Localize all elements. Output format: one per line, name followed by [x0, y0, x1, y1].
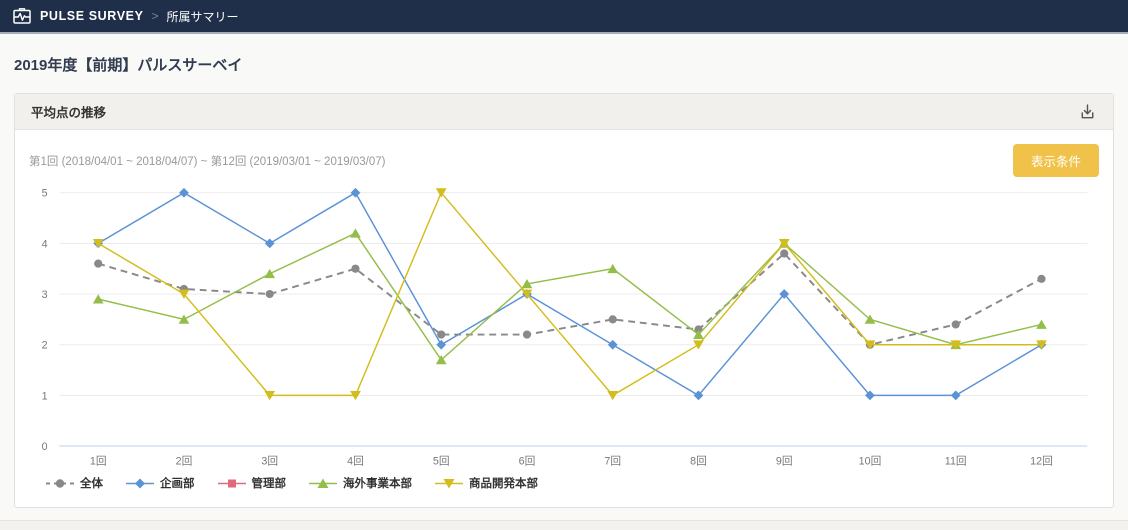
- svg-text:7回: 7回: [604, 456, 621, 468]
- page-title: 2019年度【前期】パルスサーベイ: [14, 57, 243, 74]
- svg-text:4回: 4回: [347, 456, 364, 468]
- panel-title: 平均点の推移: [31, 106, 107, 120]
- brand-link[interactable]: PULSE SURVEY: [12, 6, 144, 26]
- legend-marker-icon: [126, 478, 154, 489]
- svg-text:1: 1: [42, 390, 48, 402]
- svg-text:5回: 5回: [433, 456, 450, 468]
- survey-date-range: 第1回 (2018/04/01 ~ 2018/04/07) ~ 第12回 (20…: [29, 155, 386, 168]
- pulse-survey-logo-icon: [13, 8, 31, 24]
- svg-text:8回: 8回: [690, 456, 707, 468]
- average-score-panel: 平均点の推移 第1回 (2018/04/01 ~ 2018/04/07) ~ 第…: [14, 93, 1114, 509]
- svg-text:4: 4: [42, 238, 48, 250]
- svg-text:9回: 9回: [776, 456, 793, 468]
- download-button[interactable]: [1078, 102, 1097, 121]
- legend-label: 企画部: [160, 478, 195, 491]
- legend-item-企画部[interactable]: 企画部: [125, 475, 195, 491]
- line-chart: 0 1 2 3 4 5 1回 2回 3回 4回 5回 6回 7回 8回 9回 10回 11回 12回: [29, 181, 1099, 469]
- svg-text:2: 2: [42, 340, 48, 352]
- breadcrumb-chevron-icon: >: [151, 9, 159, 23]
- footer-strip: [0, 520, 1128, 530]
- panel-body: 第1回 (2018/04/01 ~ 2018/04/07) ~ 第12回 (20…: [15, 130, 1113, 507]
- svg-text:11回: 11回: [945, 456, 967, 468]
- legend-label: 商品開発本部: [469, 478, 538, 491]
- legend-label: 全体: [80, 478, 103, 491]
- legend-label: 管理部: [251, 478, 287, 491]
- top-navbar: PULSE SURVEY > 所属サマリー: [0, 0, 1128, 34]
- legend-marker-icon: [46, 479, 74, 488]
- legend-item-管理部[interactable]: 管理部: [217, 475, 287, 491]
- download-icon: [1081, 104, 1094, 119]
- svg-text:12回: 12回: [1030, 456, 1053, 468]
- legend-marker-icon: [217, 479, 246, 488]
- legend-item-全体[interactable]: 全体: [45, 475, 103, 491]
- panel-header: 平均点の推移: [15, 94, 1113, 130]
- legend-item-商品開発本部[interactable]: 商品開発本部: [434, 475, 538, 491]
- legend-marker-icon: [309, 478, 337, 488]
- svg-text:10回: 10回: [859, 456, 882, 468]
- svg-text:1回: 1回: [90, 456, 107, 468]
- display-conditions-button[interactable]: 表示条件: [1012, 144, 1099, 177]
- svg-text:3回: 3回: [261, 456, 278, 468]
- chart-legend: 全体 企画部 管理部 海外事業本部 商品開発本部: [29, 469, 1099, 497]
- svg-text:6回: 6回: [519, 456, 536, 468]
- legend-label: 海外事業本部: [343, 478, 412, 491]
- svg-text:0: 0: [42, 441, 48, 453]
- legend-item-海外事業本部[interactable]: 海外事業本部: [308, 475, 412, 491]
- brand-text: PULSE SURVEY: [40, 9, 144, 23]
- legend-marker-icon: [435, 478, 463, 489]
- svg-text:3: 3: [42, 289, 48, 301]
- breadcrumb-summary-link[interactable]: 所属サマリー: [166, 9, 239, 24]
- svg-text:5: 5: [42, 188, 48, 200]
- chart-svg: 0 1 2 3 4 5 1回 2回 3回 4回 5回 6回 7回 8回 9回 10回 11回 12回: [42, 188, 1088, 468]
- svg-text:2回: 2回: [176, 456, 193, 468]
